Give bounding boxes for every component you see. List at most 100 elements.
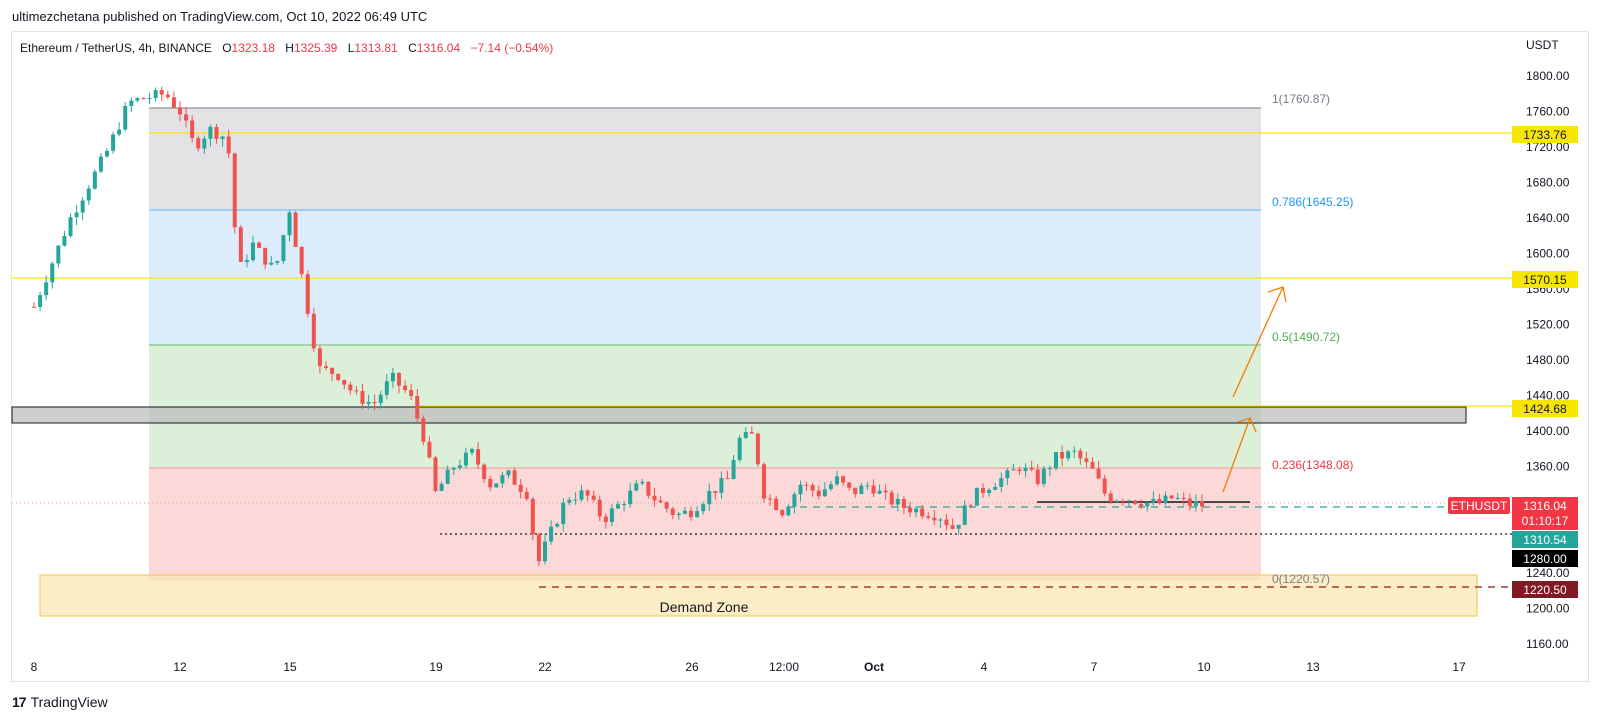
- candle: [171, 91, 176, 109]
- candle: [987, 487, 992, 497]
- candle: [281, 234, 286, 264]
- candle: [275, 260, 280, 265]
- candle: [798, 480, 803, 502]
- candle: [555, 522, 560, 528]
- candle: [74, 204, 79, 225]
- candle: [664, 501, 669, 513]
- badge-symbol-tag: ETHUSDT: [1451, 499, 1508, 513]
- candle: [956, 524, 961, 535]
- candle: [609, 504, 614, 527]
- candle: [1072, 446, 1077, 458]
- candle: [214, 124, 219, 144]
- candle: [749, 426, 754, 434]
- candle: [457, 459, 462, 471]
- candle: [159, 86, 164, 102]
- candle: [1163, 491, 1168, 506]
- candle: [1169, 495, 1174, 500]
- time-tick-label: 8: [31, 660, 38, 674]
- candle: [92, 169, 97, 190]
- candle: [354, 386, 359, 395]
- candle: [737, 434, 742, 463]
- candle: [433, 456, 438, 493]
- candle: [670, 506, 675, 520]
- candle: [603, 513, 608, 529]
- candle: [835, 470, 839, 486]
- candle: [147, 92, 152, 104]
- time-tick-label: 12:00: [769, 660, 799, 674]
- candle: [117, 122, 122, 137]
- candle: [105, 148, 109, 158]
- badge-yellow-mid: 1570.15: [1523, 273, 1567, 287]
- candle: [792, 491, 797, 514]
- candle: [816, 485, 821, 500]
- candle: [676, 511, 681, 520]
- candle: [895, 493, 900, 512]
- footer-brand[interactable]: 17 TradingView: [12, 694, 108, 710]
- candle: [299, 246, 304, 278]
- candle: [98, 152, 103, 174]
- candle: [263, 247, 268, 269]
- candles: [32, 86, 1204, 567]
- candle: [372, 394, 377, 411]
- badge-yellow-top: 1733.76: [1523, 128, 1567, 142]
- candle: [1114, 499, 1119, 504]
- candle: [1066, 449, 1071, 462]
- candle: [938, 517, 943, 528]
- candle: [397, 372, 401, 394]
- price-tick-label: 1600.00: [1526, 247, 1570, 261]
- candle: [713, 490, 718, 500]
- candle: [926, 512, 931, 520]
- candle: [579, 484, 584, 502]
- candle: [1023, 463, 1028, 478]
- axis-currency: USDT: [1526, 38, 1559, 52]
- candle: [731, 455, 736, 480]
- fib-label-236: 0.236(1348.08): [1272, 458, 1353, 472]
- candle: [488, 475, 493, 492]
- candle: [184, 106, 189, 128]
- footer-brand-text: TradingView: [30, 694, 108, 710]
- candle: [597, 495, 602, 521]
- candle: [743, 427, 748, 440]
- candle: [293, 211, 298, 247]
- price-tick-label: 1520.00: [1526, 318, 1570, 332]
- candle: [968, 503, 973, 508]
- candle: [1054, 452, 1058, 471]
- candle: [196, 135, 201, 152]
- candle: [269, 255, 274, 266]
- candle: [768, 494, 773, 507]
- candle: [1041, 466, 1046, 487]
- candle: [165, 91, 170, 100]
- candle: [549, 520, 554, 545]
- candle: [403, 380, 408, 394]
- candle: [476, 441, 481, 470]
- candle: [317, 345, 322, 374]
- demand-zone-label: Demand Zone: [660, 599, 749, 615]
- legend-symbol: Ethereum / TetherUS, 4h, BINANCE: [20, 41, 212, 55]
- candle: [1139, 499, 1144, 510]
- candle: [1108, 490, 1113, 504]
- price-tick-label: 1400.00: [1526, 424, 1570, 438]
- candle: [962, 500, 967, 525]
- candle: [908, 501, 912, 517]
- fib-label-786: 0.786(1645.25): [1272, 195, 1353, 209]
- candle: [366, 394, 371, 410]
- candle: [1193, 494, 1198, 512]
- time-axis[interactable]: 8 12 15 19 22 26 12:00 Oct 4 7 10 13 17: [31, 660, 1466, 674]
- candle: [883, 484, 888, 500]
- candle: [652, 487, 657, 507]
- badge-yellow-low: 1424.68: [1523, 402, 1567, 416]
- candle: [871, 479, 876, 498]
- legend-l-label: L: [348, 41, 355, 55]
- candle: [530, 497, 535, 541]
- time-tick-label: Oct: [864, 660, 884, 674]
- candle: [348, 381, 353, 395]
- candle: [543, 533, 547, 565]
- price-tick-label: 1640.00: [1526, 211, 1570, 225]
- candle: [360, 383, 365, 410]
- badge-last-price: 1316.04: [1523, 499, 1567, 513]
- legend-o-label: O: [222, 41, 231, 55]
- candle: [111, 131, 116, 154]
- candle: [1175, 492, 1180, 500]
- candle: [877, 484, 882, 495]
